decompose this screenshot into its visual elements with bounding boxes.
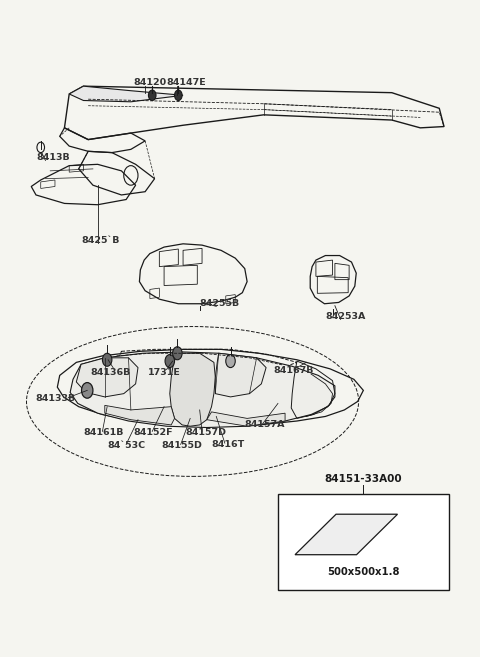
Polygon shape (170, 353, 216, 426)
Text: 84`53C: 84`53C (107, 442, 145, 450)
Text: 8425`B: 8425`B (81, 236, 120, 245)
Text: 84157D: 84157D (185, 428, 227, 437)
Text: 84147E: 84147E (167, 78, 206, 87)
Polygon shape (76, 358, 138, 397)
Circle shape (165, 355, 175, 367)
Polygon shape (105, 405, 175, 425)
Polygon shape (69, 86, 183, 102)
Text: 84167B: 84167B (273, 367, 313, 375)
Circle shape (175, 90, 182, 101)
Circle shape (148, 90, 156, 101)
Polygon shape (207, 412, 285, 426)
Text: 84133B: 84133B (35, 394, 75, 403)
Text: 84136B: 84136B (91, 369, 131, 377)
Circle shape (82, 382, 93, 398)
Text: 500x500x1.8: 500x500x1.8 (327, 568, 400, 578)
Text: 8416T: 8416T (212, 440, 245, 449)
Circle shape (102, 353, 112, 367)
Text: 84161B: 84161B (84, 428, 124, 437)
Text: 84120: 84120 (133, 78, 167, 87)
Text: 8413B: 8413B (36, 153, 70, 162)
Text: 84253A: 84253A (325, 312, 366, 321)
Circle shape (173, 347, 182, 360)
Polygon shape (216, 353, 266, 397)
Text: 84152F: 84152F (133, 428, 173, 437)
Text: 84155D: 84155D (162, 442, 203, 450)
Text: 84157A: 84157A (245, 420, 285, 430)
Polygon shape (70, 352, 335, 428)
Polygon shape (295, 514, 397, 555)
Bar (278, 494, 449, 591)
Text: 84151-33A00: 84151-33A00 (324, 474, 402, 484)
Text: 84255B: 84255B (200, 299, 240, 308)
Circle shape (226, 355, 235, 367)
Text: 1731E: 1731E (147, 369, 180, 377)
